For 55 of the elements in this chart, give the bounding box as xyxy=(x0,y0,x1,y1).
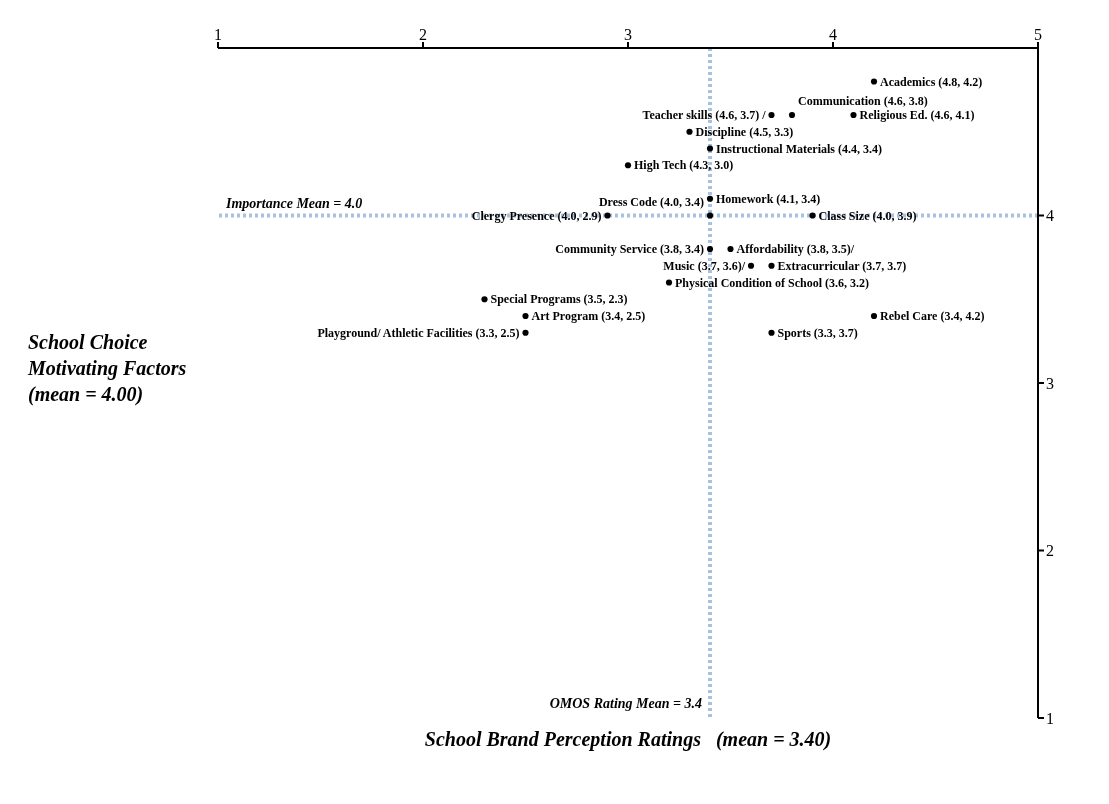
data-label: Instructional Materials (4.4, 3.4) xyxy=(716,141,882,156)
ref-line-label: Importance Mean = 4.0 xyxy=(225,195,363,211)
x-tick-label: 1 xyxy=(214,26,222,43)
point xyxy=(706,145,714,152)
data-label: Affordability (3.8, 3.5)/ xyxy=(736,242,855,256)
y-tick-label: 2 xyxy=(1046,542,1054,560)
point xyxy=(747,262,755,269)
point xyxy=(850,111,857,119)
data-label: High Tech (4.3, 3.0) xyxy=(634,158,734,173)
y-tick-label: 3 xyxy=(1046,374,1054,392)
data-label: Class Size (4.0, 3.9) xyxy=(818,208,917,223)
data-label: Homework (4.1, 3.4) xyxy=(716,191,821,206)
data-label: Community Service (3.8, 3.4) xyxy=(555,242,704,256)
data-label: Music (3.7, 3.6)/ xyxy=(663,258,746,273)
point xyxy=(768,262,775,269)
y-tick-label: 1 xyxy=(1046,709,1054,727)
point xyxy=(809,212,816,219)
data-label: Religious Ed. (4.6, 4.1) xyxy=(859,108,975,122)
point xyxy=(665,279,673,286)
data-label: Discipline (4.5, 3.3) xyxy=(695,124,794,139)
data-label: Academics (4.8, 4.2) xyxy=(880,74,983,89)
point xyxy=(727,245,734,253)
data-label: Extracurricular (3.7, 3.7) xyxy=(777,258,907,273)
point xyxy=(870,78,878,85)
data-label: Clergy Presence (4.0, 2.9) xyxy=(471,208,602,223)
data-label: Special Programs (3.5, 2.3) xyxy=(490,292,628,307)
data-label: Physical Condition of School (3.6, 3.2) xyxy=(675,275,870,290)
point xyxy=(706,195,714,202)
point xyxy=(686,128,693,135)
x-tick-label: 4 xyxy=(829,26,837,43)
data-label: Teacher skills (4.6, 3.7) / xyxy=(642,108,767,122)
point xyxy=(706,245,714,253)
ref-line-label: OMOS Rating Mean = 3.4 xyxy=(549,696,702,711)
point xyxy=(768,111,775,119)
data-label: Communication (4.6, 3.8) xyxy=(798,94,928,108)
point xyxy=(706,212,714,219)
data-label: Art Program (3.4, 2.5) xyxy=(531,309,646,323)
y-tick-label: 4 xyxy=(1046,207,1054,225)
y-axis-title: School Choice Motivating Factors (mean = 4.00) xyxy=(27,330,188,407)
point xyxy=(481,296,488,303)
x-tick-label: 5 xyxy=(1034,26,1042,43)
point xyxy=(604,212,611,219)
point xyxy=(522,329,529,336)
point xyxy=(870,312,878,320)
x-tick-label: 3 xyxy=(624,26,632,43)
x-axis-title: School Brand Perception Ratings (mean = 3.40) xyxy=(423,728,833,751)
data-label: Dress Code (4.0, 3.4) xyxy=(598,194,704,209)
data-label: Rebel Care (3.4, 4.2) xyxy=(880,309,985,323)
data-label: Playground/ Athletic Facilities (3.3, 2.5) xyxy=(317,325,520,340)
data-label: Sports (3.3, 3.7) xyxy=(777,325,858,340)
point xyxy=(624,162,632,169)
x-tick-label: 2 xyxy=(419,26,427,43)
point xyxy=(522,312,529,320)
point xyxy=(768,329,775,336)
point xyxy=(788,111,796,119)
